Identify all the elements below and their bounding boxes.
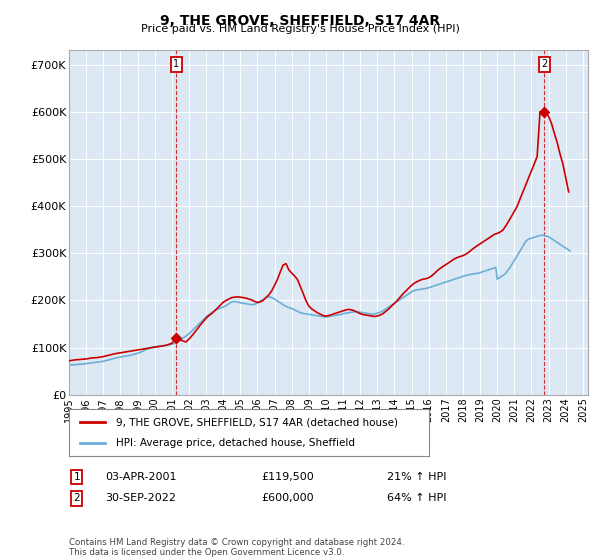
Text: Contains HM Land Registry data © Crown copyright and database right 2024.
This d: Contains HM Land Registry data © Crown c… xyxy=(69,538,404,557)
Text: 1: 1 xyxy=(73,472,80,482)
Text: £119,500: £119,500 xyxy=(261,472,314,482)
Text: Price paid vs. HM Land Registry's House Price Index (HPI): Price paid vs. HM Land Registry's House … xyxy=(140,24,460,34)
Text: 2: 2 xyxy=(541,59,547,69)
Text: 9, THE GROVE, SHEFFIELD, S17 4AR: 9, THE GROVE, SHEFFIELD, S17 4AR xyxy=(160,14,440,28)
Text: £600,000: £600,000 xyxy=(261,493,314,503)
Text: 9, THE GROVE, SHEFFIELD, S17 4AR (detached house): 9, THE GROVE, SHEFFIELD, S17 4AR (detach… xyxy=(116,417,398,427)
Text: 64% ↑ HPI: 64% ↑ HPI xyxy=(387,493,446,503)
Text: 30-SEP-2022: 30-SEP-2022 xyxy=(105,493,176,503)
Text: 2: 2 xyxy=(73,493,80,503)
Text: 03-APR-2001: 03-APR-2001 xyxy=(105,472,176,482)
Text: 1: 1 xyxy=(173,59,179,69)
Text: HPI: Average price, detached house, Sheffield: HPI: Average price, detached house, Shef… xyxy=(116,438,355,448)
Text: 21% ↑ HPI: 21% ↑ HPI xyxy=(387,472,446,482)
